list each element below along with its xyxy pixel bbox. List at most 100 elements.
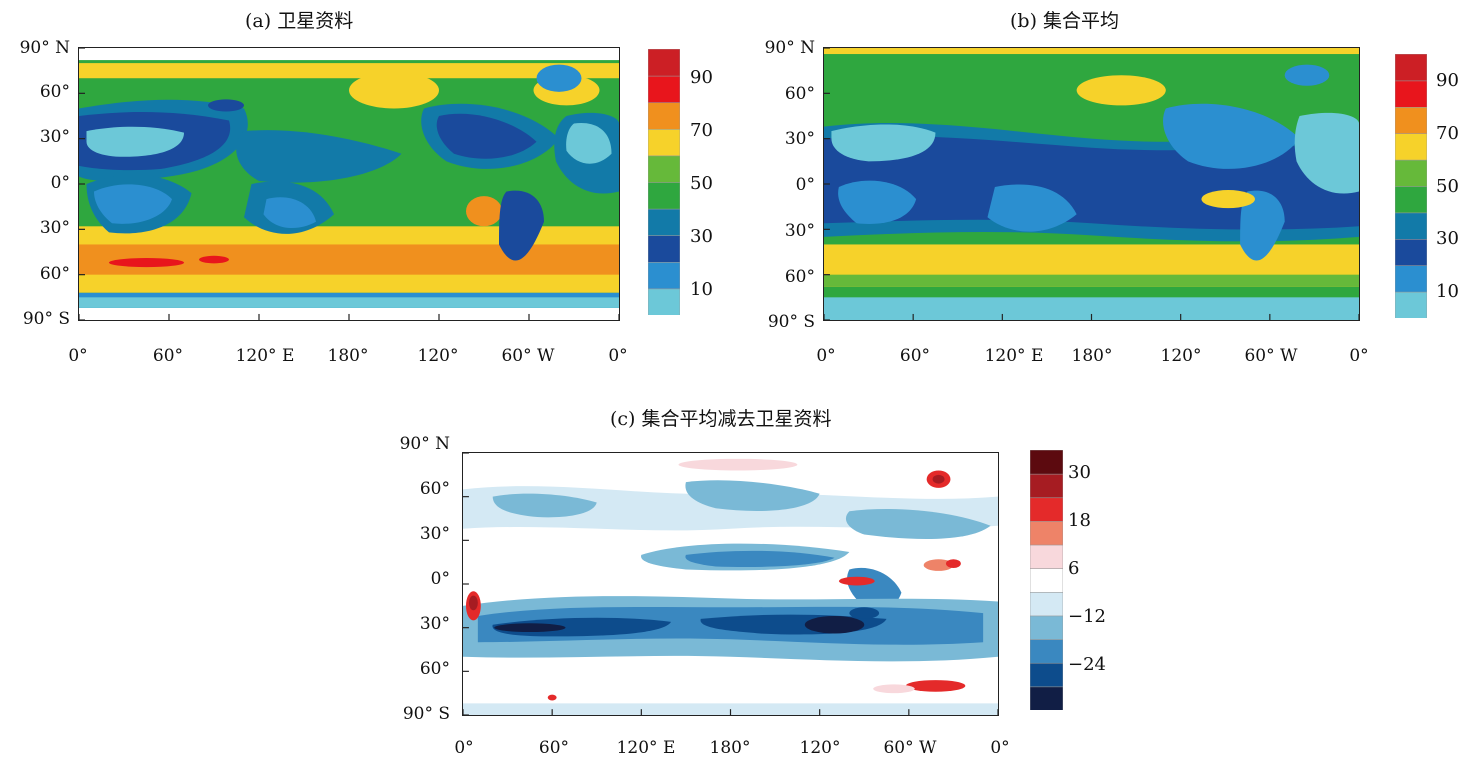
panel-title: (b) 集合平均 bbox=[1010, 10, 1120, 32]
colorbar-swatch bbox=[1029, 567, 1064, 593]
lat-label: 0° bbox=[430, 569, 450, 589]
lon-label: 60° W bbox=[883, 738, 937, 758]
colorbar-label: −24 bbox=[1068, 654, 1106, 675]
lat-label: 90° N bbox=[764, 38, 815, 58]
lat-label: 0° bbox=[795, 175, 815, 195]
colorbar-label: 70 bbox=[690, 120, 713, 141]
colorbar-swatch bbox=[1394, 238, 1428, 267]
colorbar-label: 90 bbox=[690, 67, 713, 88]
lat-label: 60° bbox=[784, 84, 815, 104]
colorbar-swatch bbox=[1029, 662, 1064, 688]
lon-label: 120° E bbox=[984, 346, 1044, 366]
colorbar-swatch bbox=[647, 208, 681, 237]
colorbar-swatch bbox=[647, 288, 681, 316]
colorbar-label: 50 bbox=[1436, 176, 1459, 197]
colorbar-swatch bbox=[1394, 106, 1428, 134]
colorbar-swatch bbox=[647, 234, 681, 263]
lat-label: 30° bbox=[784, 221, 815, 241]
colorbar-swatch bbox=[1029, 449, 1064, 475]
colorbar-swatch bbox=[647, 155, 681, 183]
panel-satellite: (a) 卫星资料 90° N 60° 30° 0° 30° 60° 90° S bbox=[0, 0, 713, 380]
colorbar-swatch bbox=[647, 48, 681, 77]
colorbar-label: 30 bbox=[1068, 462, 1091, 483]
colorbar-label: 10 bbox=[1436, 281, 1459, 302]
map-difference bbox=[462, 452, 999, 716]
lat-label: 90° S bbox=[767, 312, 815, 332]
lon-label: 0° bbox=[1349, 346, 1369, 366]
panel-ensemble-mean: (b) 集合平均 90° N 60° 30° 0° 30° 60° 90° S … bbox=[745, 0, 1463, 380]
lat-label: 60° bbox=[419, 479, 450, 499]
colorbar-swatches bbox=[1394, 53, 1428, 319]
colorbar-swatch bbox=[1394, 80, 1428, 108]
colorbar-swatch bbox=[1394, 264, 1428, 293]
lon-label: 60° bbox=[152, 346, 184, 366]
lat-label: 30° bbox=[784, 129, 815, 149]
lon-label: 120° bbox=[799, 738, 841, 758]
colorbar-swatch bbox=[647, 101, 681, 130]
colorbar-swatch bbox=[1029, 496, 1064, 522]
colorbar-swatch bbox=[1029, 615, 1064, 640]
colorbar-swatch bbox=[647, 181, 681, 210]
colorbar-label: 70 bbox=[1436, 123, 1459, 144]
lon-label: 180° bbox=[709, 738, 751, 758]
lat-label: 90° S bbox=[22, 309, 70, 329]
colorbar-swatch bbox=[1394, 132, 1428, 161]
lon-label: 180° bbox=[327, 346, 369, 366]
colorbar-swatch bbox=[1394, 159, 1428, 187]
colorbar-swatches bbox=[647, 48, 681, 316]
colorbar bbox=[1029, 449, 1064, 711]
colorbar-swatch bbox=[1029, 686, 1064, 711]
lat-label: 30° bbox=[39, 127, 70, 147]
lon-label: 120° bbox=[417, 346, 459, 366]
lat-label: 90° S bbox=[402, 704, 450, 724]
colorbar-label: 30 bbox=[1436, 228, 1459, 249]
lat-label: 90° N bbox=[399, 434, 450, 454]
lat-label: 60° bbox=[39, 264, 70, 284]
colorbar-label: 90 bbox=[1436, 70, 1459, 91]
lon-label: 60° W bbox=[1244, 346, 1298, 366]
colorbar-label: 10 bbox=[690, 279, 713, 300]
colorbar-swatch bbox=[1394, 185, 1428, 214]
colorbar-label: 18 bbox=[1068, 510, 1091, 531]
colorbar-label: 50 bbox=[690, 173, 713, 194]
lon-label: 0° bbox=[454, 738, 474, 758]
colorbar-swatch bbox=[1029, 591, 1064, 617]
colorbar-label: −12 bbox=[1068, 606, 1106, 627]
colorbar-swatch bbox=[1394, 212, 1428, 240]
colorbar-swatch bbox=[1394, 53, 1428, 82]
colorbar-swatch bbox=[1394, 291, 1428, 319]
colorbar bbox=[647, 48, 681, 316]
lon-label: 0° bbox=[816, 346, 836, 366]
map-ensemble-mean bbox=[823, 47, 1360, 321]
colorbar-swatch bbox=[647, 75, 681, 104]
colorbar-swatch bbox=[1029, 544, 1064, 569]
lon-label: 60° bbox=[899, 346, 931, 366]
lon-label: 120° E bbox=[235, 346, 295, 366]
lat-label: 0° bbox=[50, 173, 70, 193]
colorbar-swatch bbox=[1029, 520, 1064, 546]
colorbar-swatch bbox=[647, 128, 681, 157]
lon-label: 0° bbox=[68, 346, 88, 366]
lon-label: 120° E bbox=[616, 738, 676, 758]
colorbar-swatch bbox=[1029, 638, 1064, 664]
lat-label: 30° bbox=[419, 524, 450, 544]
lon-label: 180° bbox=[1071, 346, 1113, 366]
colorbar-swatch bbox=[647, 261, 681, 290]
map-satellite bbox=[78, 47, 620, 321]
panel-title: (c) 集合平均减去卫星资料 bbox=[610, 408, 832, 430]
panel-difference: (c) 集合平均减去卫星资料 90° N 60° 30° 0° 30° 60° … bbox=[380, 400, 1106, 765]
colorbar-swatches bbox=[1029, 449, 1064, 711]
lon-label: 60° W bbox=[501, 346, 555, 366]
colorbar-label: 6 bbox=[1068, 558, 1080, 579]
lat-label: 60° bbox=[419, 659, 450, 679]
lat-label: 60° bbox=[39, 82, 70, 102]
lon-label: 0° bbox=[990, 738, 1010, 758]
colorbar-swatch bbox=[1029, 473, 1064, 499]
panel-title: (a) 卫星资料 bbox=[245, 10, 354, 32]
lon-label: 60° bbox=[538, 738, 570, 758]
colorbar bbox=[1394, 53, 1428, 319]
lon-label: 0° bbox=[608, 346, 628, 366]
lon-label: 120° bbox=[1160, 346, 1202, 366]
lat-label: 30° bbox=[39, 218, 70, 238]
lat-label: 60° bbox=[784, 267, 815, 287]
